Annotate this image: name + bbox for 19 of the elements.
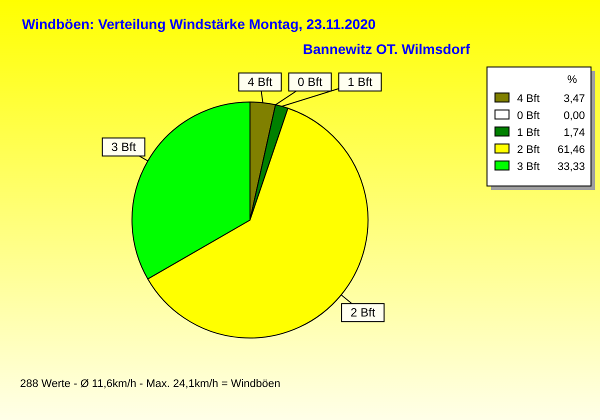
data-label: 61,46 (557, 144, 585, 156)
slice-label: 2 Bft (350, 306, 376, 320)
legend-title: % (567, 74, 578, 86)
text: 288 Werte - Ø 11,6km/h - Max. 24,1km/h = Windböen (20, 378, 280, 390)
chart-subtitle: Bannewitz OT. Wilmsdorf (302, 41, 470, 57)
slice-label: 1 Bft (348, 75, 373, 89)
category-label: 0 Bft (298, 75, 322, 89)
chart-title: Windböen: Verteilung Windstärke Montag, 23.11.2020 (22, 16, 376, 32)
legend-label: 0 Bft (517, 110, 540, 122)
data-label: 3,47 (564, 93, 585, 105)
legend-label: 2 Bft (517, 144, 540, 156)
slice-label: 3 Bft (111, 140, 137, 154)
legend-label: 4 Bft (517, 93, 540, 105)
data-label: 33,33 (557, 161, 585, 173)
slice-label: 4 Bft (248, 75, 273, 89)
legend-label: 3 Bft (517, 161, 540, 173)
text: 0,00 (564, 110, 585, 122)
data-label: 1,74 (564, 127, 585, 139)
legend-label: 1 Bft (517, 127, 540, 139)
